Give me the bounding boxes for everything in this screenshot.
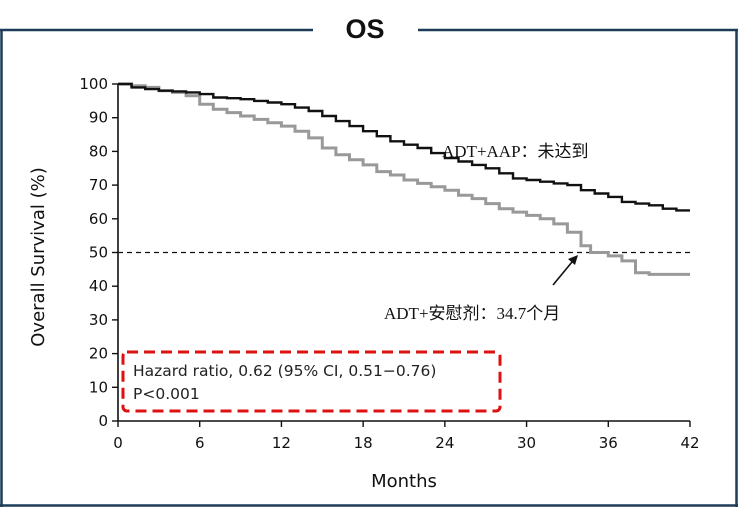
x-tick-label: 36 — [599, 434, 618, 452]
chart-title: OS — [345, 14, 384, 44]
y-tick-label: 50 — [89, 244, 108, 262]
y-tick-label: 20 — [89, 345, 108, 363]
x-tick-label: 12 — [272, 434, 291, 452]
x-ticks: 0 6 12 18 24 30 36 42 — [113, 421, 700, 452]
x-axis-title: Months — [371, 471, 437, 492]
y-tick-label: 80 — [89, 142, 108, 160]
hazard-ratio-box — [121, 350, 502, 413]
y-tick-label: 90 — [89, 109, 108, 127]
y-tick-label: 30 — [89, 311, 108, 329]
median-arrow-head — [568, 255, 578, 265]
placebo-survival-curve — [118, 82, 690, 276]
aap-survival-curve — [118, 82, 690, 212]
x-tick-label: 30 — [517, 434, 536, 452]
hazard-ratio-text: Hazard ratio, 0.62 (95% CI, 0.51−0.76) — [133, 362, 436, 380]
aap-median-label: ADT+AAP：未达到 — [442, 142, 589, 161]
y-tick-label: 60 — [89, 210, 108, 228]
x-tick-label: 42 — [680, 434, 699, 452]
y-tick-label: 40 — [89, 277, 108, 295]
p-value-text: P<0.001 — [133, 385, 200, 403]
y-tick-label: 10 — [89, 378, 108, 396]
x-tick-label: 6 — [195, 434, 205, 452]
y-tick-label: 70 — [89, 176, 108, 194]
placebo-median-label: ADT+安慰剂：34.7个月 — [384, 304, 560, 323]
y-tick-label: 100 — [79, 75, 108, 93]
x-tick-label: 0 — [113, 434, 123, 452]
y-ticks: 0 10 20 30 40 50 60 70 80 90 100 — [79, 75, 118, 430]
x-tick-label: 24 — [435, 434, 454, 452]
y-tick-label: 0 — [98, 412, 108, 430]
y-axis-title: Overall Survival (%) — [28, 167, 49, 347]
x-tick-label: 18 — [354, 434, 373, 452]
median-arrow-shaft — [552, 261, 573, 286]
